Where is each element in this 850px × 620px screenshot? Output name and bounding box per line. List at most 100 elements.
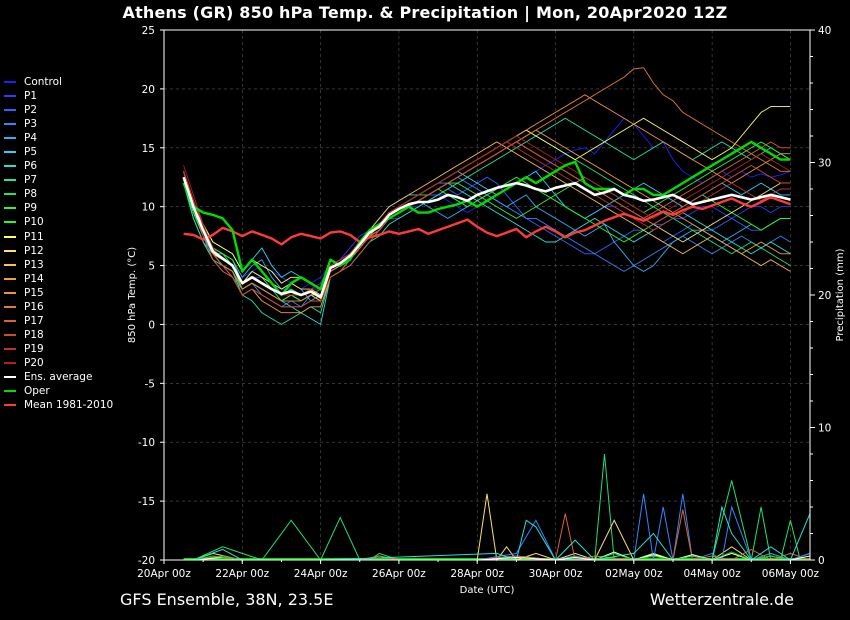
legend-label: P5 xyxy=(24,146,38,159)
x-tick-label: 22Apr 00z xyxy=(215,568,269,580)
y2-tick-label: 40 xyxy=(818,25,831,37)
legend-swatch xyxy=(4,319,16,322)
y2-tick-label: 0 xyxy=(818,555,825,567)
legend-swatch xyxy=(4,95,16,98)
plot-frame xyxy=(163,29,811,561)
footer-site-name: Wetterzentrale.de xyxy=(649,590,794,609)
legend-swatch xyxy=(4,347,16,350)
legend-item: P6 xyxy=(4,159,113,173)
x-tick-label: 30Apr 00z xyxy=(529,568,583,580)
y-axis-label: 850 hPa Temp. (°C) xyxy=(127,247,138,343)
x-tick-label: 20Apr 00z xyxy=(137,568,191,580)
x-tick-label: 02May 00z xyxy=(605,568,663,580)
y-tick-label: -10 xyxy=(138,437,155,449)
plot-area xyxy=(164,30,810,560)
legend-label: P3 xyxy=(24,118,38,131)
legend-swatch xyxy=(4,263,16,266)
x-tick-label: 06May 00z xyxy=(762,568,820,580)
legend-swatch xyxy=(4,165,16,168)
legend-item: Control xyxy=(4,75,113,89)
legend-item: P13 xyxy=(4,258,113,272)
legend-label: P13 xyxy=(24,258,44,271)
legend-label: P15 xyxy=(24,286,44,299)
legend-swatch xyxy=(4,207,16,210)
y-tick-label: 20 xyxy=(142,84,155,96)
legend-label: P12 xyxy=(24,244,44,257)
series-line-oper xyxy=(182,140,791,297)
legend-swatch xyxy=(4,179,16,182)
legend-label: P10 xyxy=(24,216,44,229)
chart-title: Athens (GR) 850 hPa Temp. & Precipitatio… xyxy=(122,3,728,22)
legend-label: P7 xyxy=(24,174,38,187)
legend-label: P8 xyxy=(24,188,38,201)
legend-item: P16 xyxy=(4,300,113,314)
legend-label: Oper xyxy=(24,385,50,398)
legend-swatch xyxy=(4,235,16,238)
legend-swatch xyxy=(4,123,16,126)
legend-swatch xyxy=(4,404,16,407)
legend-item: P19 xyxy=(4,342,113,356)
legend-label: P1 xyxy=(24,90,38,103)
legend-item: P4 xyxy=(4,131,113,145)
legend-swatch xyxy=(4,137,16,140)
y-tick-label: -20 xyxy=(138,555,155,567)
legend-label: P20 xyxy=(24,356,44,369)
legend-item: P20 xyxy=(4,356,113,370)
legend-label: Ens. average xyxy=(24,371,93,383)
y-tick-label: 15 xyxy=(142,143,155,155)
legend-label: P2 xyxy=(24,104,38,117)
legend-label: Control xyxy=(24,76,62,89)
legend-label: P16 xyxy=(24,300,44,313)
legend-swatch xyxy=(4,305,16,308)
legend-swatch xyxy=(4,109,16,112)
legend-swatch xyxy=(4,221,16,224)
legend-swatch xyxy=(4,390,16,393)
y-tick-label: 10 xyxy=(142,202,155,214)
y2-tick-label: 30 xyxy=(818,158,831,170)
legend-swatch xyxy=(4,277,16,280)
legend-swatch xyxy=(4,333,16,336)
y-tick-label: -5 xyxy=(145,378,155,390)
legend-item: Oper xyxy=(4,384,113,398)
precip-line xyxy=(193,509,811,561)
legend-swatch xyxy=(4,376,16,378)
temperature-layer xyxy=(182,67,791,325)
x-tick-label: 24Apr 00z xyxy=(294,568,348,580)
legend-label: Mean 1981-2010 xyxy=(24,399,114,412)
legend-swatch xyxy=(4,81,16,84)
legend-item: P12 xyxy=(4,244,113,258)
legend-item: P2 xyxy=(4,103,113,117)
legend-swatch xyxy=(4,151,16,154)
legend-item: P10 xyxy=(4,215,113,229)
legend-item: P3 xyxy=(4,117,113,131)
y-tick-label: -15 xyxy=(138,496,155,508)
legend-label: P11 xyxy=(24,230,44,243)
x-axis-label: Date (UTC) xyxy=(460,585,515,596)
series-line-ens_average xyxy=(182,176,791,299)
y2-axis-label: Precipitation (mm) xyxy=(835,248,846,341)
x-tick-label: 26Apr 00z xyxy=(372,568,426,580)
y2-tick-label: 20 xyxy=(818,290,831,302)
legend-item: P11 xyxy=(4,230,113,244)
legend-label: P6 xyxy=(24,160,38,173)
legend-item: P5 xyxy=(4,145,113,159)
legend-label: P18 xyxy=(24,328,44,341)
series-line-member xyxy=(183,135,791,296)
legend-label: P19 xyxy=(24,342,44,355)
legend: Control P1 P2 P3 P4 P5 P6 P7 P8 P9 P10 P11 P12 P13 P14… xyxy=(4,75,113,412)
legend-swatch xyxy=(4,193,16,196)
legend-item: P8 xyxy=(4,187,113,201)
legend-item: P7 xyxy=(4,173,113,187)
series-line-member xyxy=(183,182,791,325)
legend-item: Ens. average xyxy=(4,370,113,384)
legend-swatch xyxy=(4,361,16,364)
x-tick-label: 28Apr 00z xyxy=(450,568,504,580)
legend-label: P9 xyxy=(24,202,38,215)
y2-tick-label: 10 xyxy=(818,423,831,435)
precip-line xyxy=(193,453,810,561)
legend-item: P18 xyxy=(4,328,113,342)
legend-item: P15 xyxy=(4,286,113,300)
legend-swatch xyxy=(4,249,16,252)
legend-label: P4 xyxy=(24,132,38,145)
